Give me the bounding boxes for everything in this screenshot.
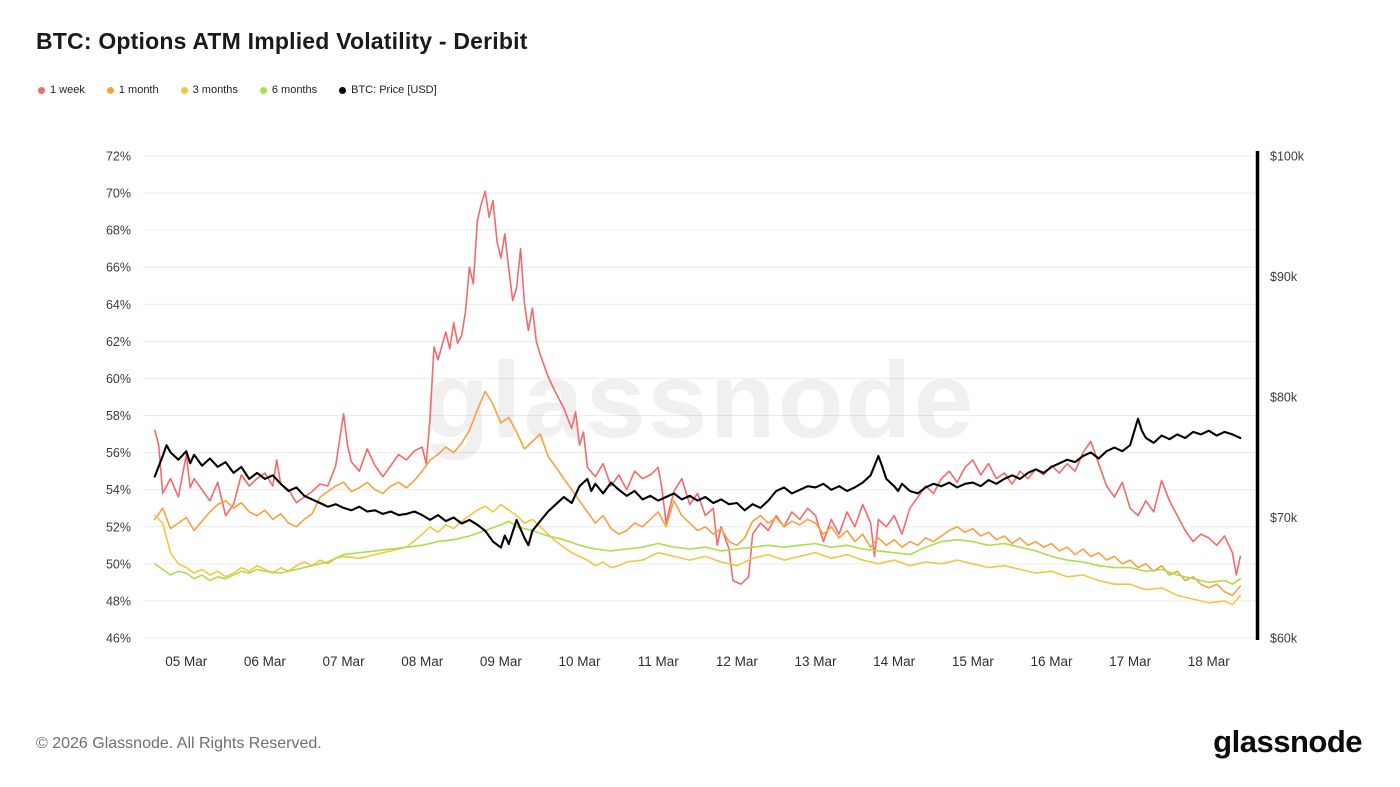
x-tick-label: 17 Mar: [1109, 654, 1152, 669]
legend-item-1-week[interactable]: 1 week: [38, 84, 85, 96]
watermark: glassnode: [423, 339, 975, 460]
legend-label: 1 week: [50, 84, 85, 96]
series-line-1-month: [154, 390, 1242, 597]
glassnode-logo: glassnode: [1213, 724, 1362, 759]
y-right-tick-label: $60k: [1270, 632, 1298, 646]
x-tick-label: 10 Mar: [559, 654, 602, 669]
x-tick-label: 16 Mar: [1030, 654, 1073, 669]
x-tick-label: 08 Mar: [401, 654, 444, 669]
x-tick-label: 14 Mar: [873, 654, 916, 669]
y-left-tick-label: 64%: [106, 298, 131, 312]
y-left-tick-label: 62%: [106, 335, 131, 349]
x-tick-label: 18 Mar: [1188, 654, 1231, 669]
legend-dot-icon: [38, 86, 45, 94]
copyright-text: © 2026 Glassnode. All Rights Reserved.: [36, 735, 322, 752]
y-left-tick-label: 46%: [106, 632, 131, 646]
chart-canvas: 46% 48% 50% 52% 54% 56% 58% 60% 62% 64% 66% 68% 70% 7…: [106, 150, 1305, 670]
x-tick-label: 13 Mar: [795, 654, 838, 669]
y-left-tick-label: 48%: [106, 594, 131, 608]
y-left-tick-label: 56%: [106, 446, 131, 460]
x-tick-label: 11 Mar: [638, 654, 680, 669]
page-title: BTC: Options ATM Implied Volatility - De…: [36, 28, 528, 54]
legend-label: 1 month: [118, 84, 159, 96]
y-right-tick-label: $80k: [1270, 391, 1298, 405]
legend-dot-icon: [339, 86, 347, 94]
y-left-tick-label: 50%: [106, 557, 131, 571]
y-left-tick-label: 68%: [106, 224, 131, 238]
y-left-tick-label: 58%: [106, 409, 131, 423]
legend-item-1-month[interactable]: 1 month: [106, 84, 159, 96]
y-left-tick-label: 72%: [106, 150, 131, 164]
legend-label: 6 months: [271, 84, 318, 96]
y-left-tick-label: 52%: [106, 520, 131, 534]
legend-dot-icon: [106, 86, 114, 94]
y-left-tick-label: 66%: [106, 261, 131, 275]
y-right-tick-label: $90k: [1270, 270, 1298, 284]
legend-dot-icon: [259, 86, 267, 94]
x-tick-label: 12 Mar: [716, 654, 759, 669]
x-tick-label: 05 Mar: [165, 654, 208, 669]
series-line-btc-price-usd: [153, 417, 1242, 549]
y-left-tick-label: 70%: [106, 187, 131, 201]
x-tick-label: 06 Mar: [244, 654, 287, 669]
x-tick-label: 09 Mar: [480, 654, 523, 669]
legend-item-6-months[interactable]: 6 months: [259, 84, 318, 96]
x-tick-label: 07 Mar: [323, 654, 366, 669]
legend-dot-icon: [180, 86, 188, 94]
chart-legend: 1 week 1 month 3 months 6 months BTC: Price …: [38, 84, 437, 96]
legend-label: BTC: Price [USD]: [351, 84, 437, 96]
series-line-3-months: [154, 503, 1242, 606]
legend-label: 3 months: [192, 84, 238, 96]
x-tick-label: 15 Mar: [952, 654, 995, 669]
series-line-6-months: [154, 520, 1242, 585]
y-right-tick-label: $100k: [1270, 150, 1305, 164]
legend-item-btc-price-usd[interactable]: BTC: Price [USD]: [339, 84, 437, 96]
y-left-tick-label: 60%: [106, 372, 131, 386]
y-left-tick-label: 54%: [106, 483, 131, 497]
y-right-tick-label: $70k: [1270, 511, 1298, 525]
legend-item-3-months[interactable]: 3 months: [180, 84, 238, 96]
